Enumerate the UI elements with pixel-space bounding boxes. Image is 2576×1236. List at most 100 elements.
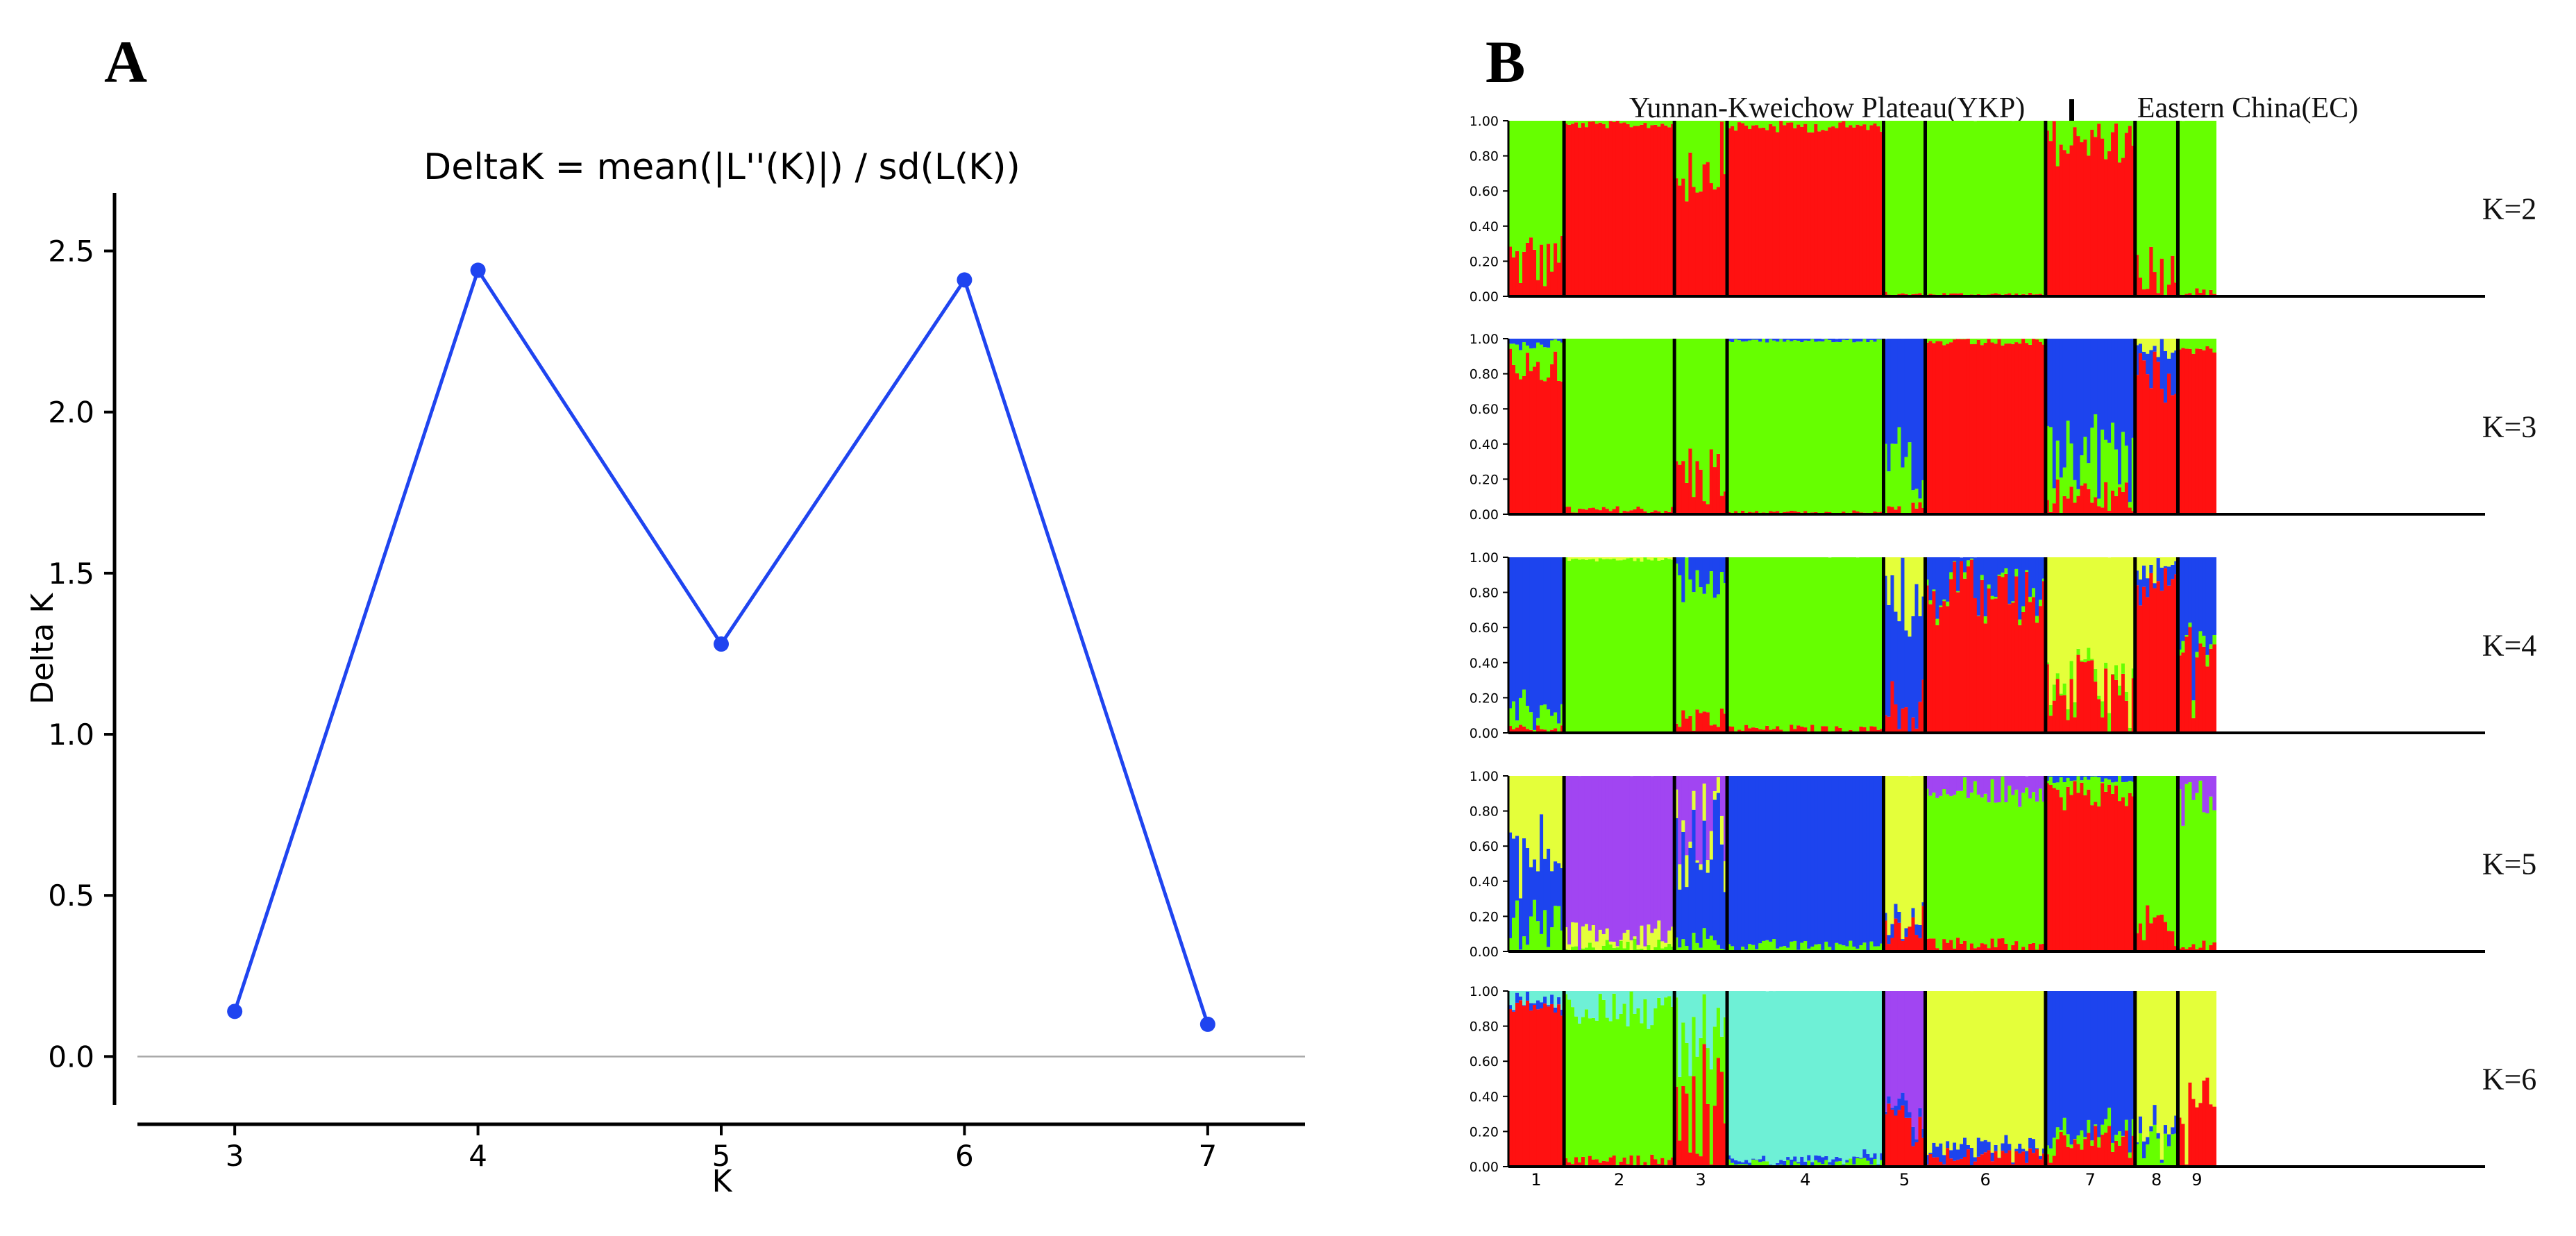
admixture-segment-yellow (1994, 991, 1998, 1145)
admixture-segment-red (2104, 668, 2108, 733)
admixture-segment-blue (1835, 339, 1839, 342)
admixture-segment-green (1928, 121, 1933, 294)
admixture-segment-cyan (1657, 991, 1661, 998)
admixture-segment-red (1994, 1151, 1998, 1167)
admixture-segment-purple (1688, 776, 1693, 842)
admixture-segment-red (2094, 682, 2098, 733)
admixture-segment-green (2191, 799, 2196, 945)
admixture-segment-yellow (1605, 557, 1610, 559)
admixture-segment-yellow (2153, 339, 2157, 346)
admixture-segment-green (1702, 121, 1707, 164)
admixture-segment-red (1855, 124, 1860, 296)
admixture-segment-red (1976, 339, 1981, 514)
admixture-segment-yellow (2198, 991, 2203, 1103)
structure-y-tick-label: 1.00 (1470, 769, 1499, 784)
admixture-segment-green (2090, 1140, 2094, 1146)
admixture-segment-green (1653, 947, 1658, 951)
admixture-segment-green (2121, 121, 2125, 158)
admixture-segment-yellow (2028, 991, 2032, 1138)
admixture-segment-yellow (1667, 930, 1672, 944)
admixture-segment-yellow (1633, 557, 1638, 561)
admixture-segment-green (1526, 945, 1530, 951)
admixture-segment-red (2212, 644, 2216, 733)
admixture-segment-green (1512, 701, 1516, 730)
admixture-segment-red (2069, 486, 2074, 514)
admixture-segment-blue (1838, 776, 1842, 945)
admixture-segment-yellow (1925, 991, 1930, 1155)
admixture-segment-red (1519, 379, 1523, 514)
admixture-segment-green (2117, 1131, 2122, 1146)
admixture-segment-green (2135, 1144, 2139, 1167)
admixture-segment-blue (2048, 339, 2053, 427)
admixture-segment-blue (1550, 994, 1554, 1004)
admixture-segment-green (1790, 341, 1794, 511)
admixture-segment-green (1758, 1162, 1762, 1167)
admixture-segment-red (1709, 725, 1714, 733)
admixture-segment-yellow (2160, 557, 2164, 568)
admixture-segment-green (1855, 341, 1860, 511)
admixture-segment-purple (1890, 991, 1895, 1108)
admixture-segment-red (1526, 353, 1530, 514)
admixture-segment-red (1980, 345, 1985, 514)
admixture-segment-blue (2062, 776, 2067, 783)
admixture-segment-red (1744, 125, 1749, 296)
admixture-segment-red (2073, 717, 2078, 733)
admixture-segment-green (1838, 121, 1842, 123)
admixture-segment-red (1821, 130, 1825, 296)
admixture-segment-red (1591, 1159, 1596, 1167)
admixture-segment-green (1953, 121, 1957, 294)
admixture-segment-yellow (2094, 557, 2098, 669)
admixture-segment-green (1758, 943, 1762, 951)
admixture-segment-green (1987, 584, 1992, 589)
admixture-segment-red (2205, 346, 2209, 514)
admixture-segment-green (1855, 557, 1860, 733)
admixture-segment-yellow (2149, 339, 2154, 350)
admixture-segment-green (2111, 782, 2115, 794)
admixture-segment-blue (1678, 889, 1682, 948)
admixture-segment-red (2178, 349, 2182, 514)
admixture-segment-red (1536, 725, 1540, 733)
admixture-segment-green (1762, 339, 1766, 513)
admixture-segment-green (1550, 340, 1554, 364)
admixture-segment-yellow (1911, 557, 1916, 616)
admixture-segment-yellow (1564, 927, 1568, 949)
admixture-segment-green (2101, 121, 2105, 139)
admixture-segment-blue (2156, 558, 2161, 582)
admixture-segment-yellow (1591, 557, 1596, 559)
admixture-segment-red (1608, 121, 1613, 296)
admixture-segment-green (2114, 781, 2119, 786)
admixture-segment-red (1660, 124, 1665, 296)
admixture-segment-red (1533, 366, 1537, 514)
admixture-segment-green (1849, 557, 1853, 730)
admixture-segment-green (2011, 121, 2015, 296)
admixture-segment-red (1571, 124, 1575, 296)
admixture-segment-green (1578, 121, 1582, 128)
admixture-segment-green (1591, 1017, 1596, 1160)
admixture-segment-green (1695, 121, 1700, 193)
admixture-segment-red (1699, 191, 1703, 296)
admixture-segment-green (2124, 446, 2129, 483)
admixture-segment-yellow (1702, 784, 1707, 821)
admixture-segment-yellow (1894, 557, 1899, 612)
admixture-segment-green (1862, 121, 1867, 125)
admixture-segment-red (1515, 251, 1519, 296)
admixture-segment-green (1862, 942, 1867, 951)
admixture-segment-green (2135, 121, 2139, 255)
admixture-segment-cyan (1852, 991, 1856, 1157)
admixture-segment-green (2090, 427, 2094, 503)
admixture-segment-green (2191, 121, 2196, 296)
admixture-segment-green (1581, 948, 1585, 951)
admixture-segment-green (1629, 121, 1634, 128)
admixture-segment-red (2083, 795, 2087, 951)
admixture-segment-green (1925, 788, 1930, 939)
admixture-segment-cyan (1612, 991, 1617, 994)
admixture-segment-green (2128, 727, 2132, 731)
admixture-segment-cyan (1731, 991, 1735, 1159)
admixture-segment-red (1939, 341, 1943, 514)
admixture-segment-red (1598, 510, 1603, 514)
admixture-segment-blue (1908, 636, 1912, 733)
admixture-segment-red (1852, 127, 1856, 296)
admixture-segment-red (1918, 938, 1923, 951)
admixture-segment-green (1622, 948, 1627, 951)
admixture-segment-red (2101, 138, 2105, 296)
